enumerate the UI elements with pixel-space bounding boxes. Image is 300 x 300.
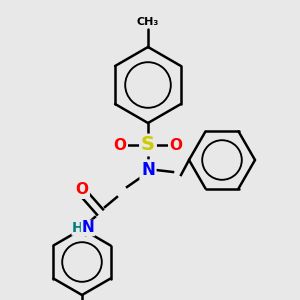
Text: N: N xyxy=(141,161,155,179)
Text: O: O xyxy=(76,182,88,197)
Text: S: S xyxy=(141,136,155,154)
Text: O: O xyxy=(113,137,127,152)
Text: O: O xyxy=(169,137,182,152)
Text: N: N xyxy=(82,220,94,236)
Text: H: H xyxy=(72,221,84,235)
Text: CH₃: CH₃ xyxy=(137,17,159,27)
